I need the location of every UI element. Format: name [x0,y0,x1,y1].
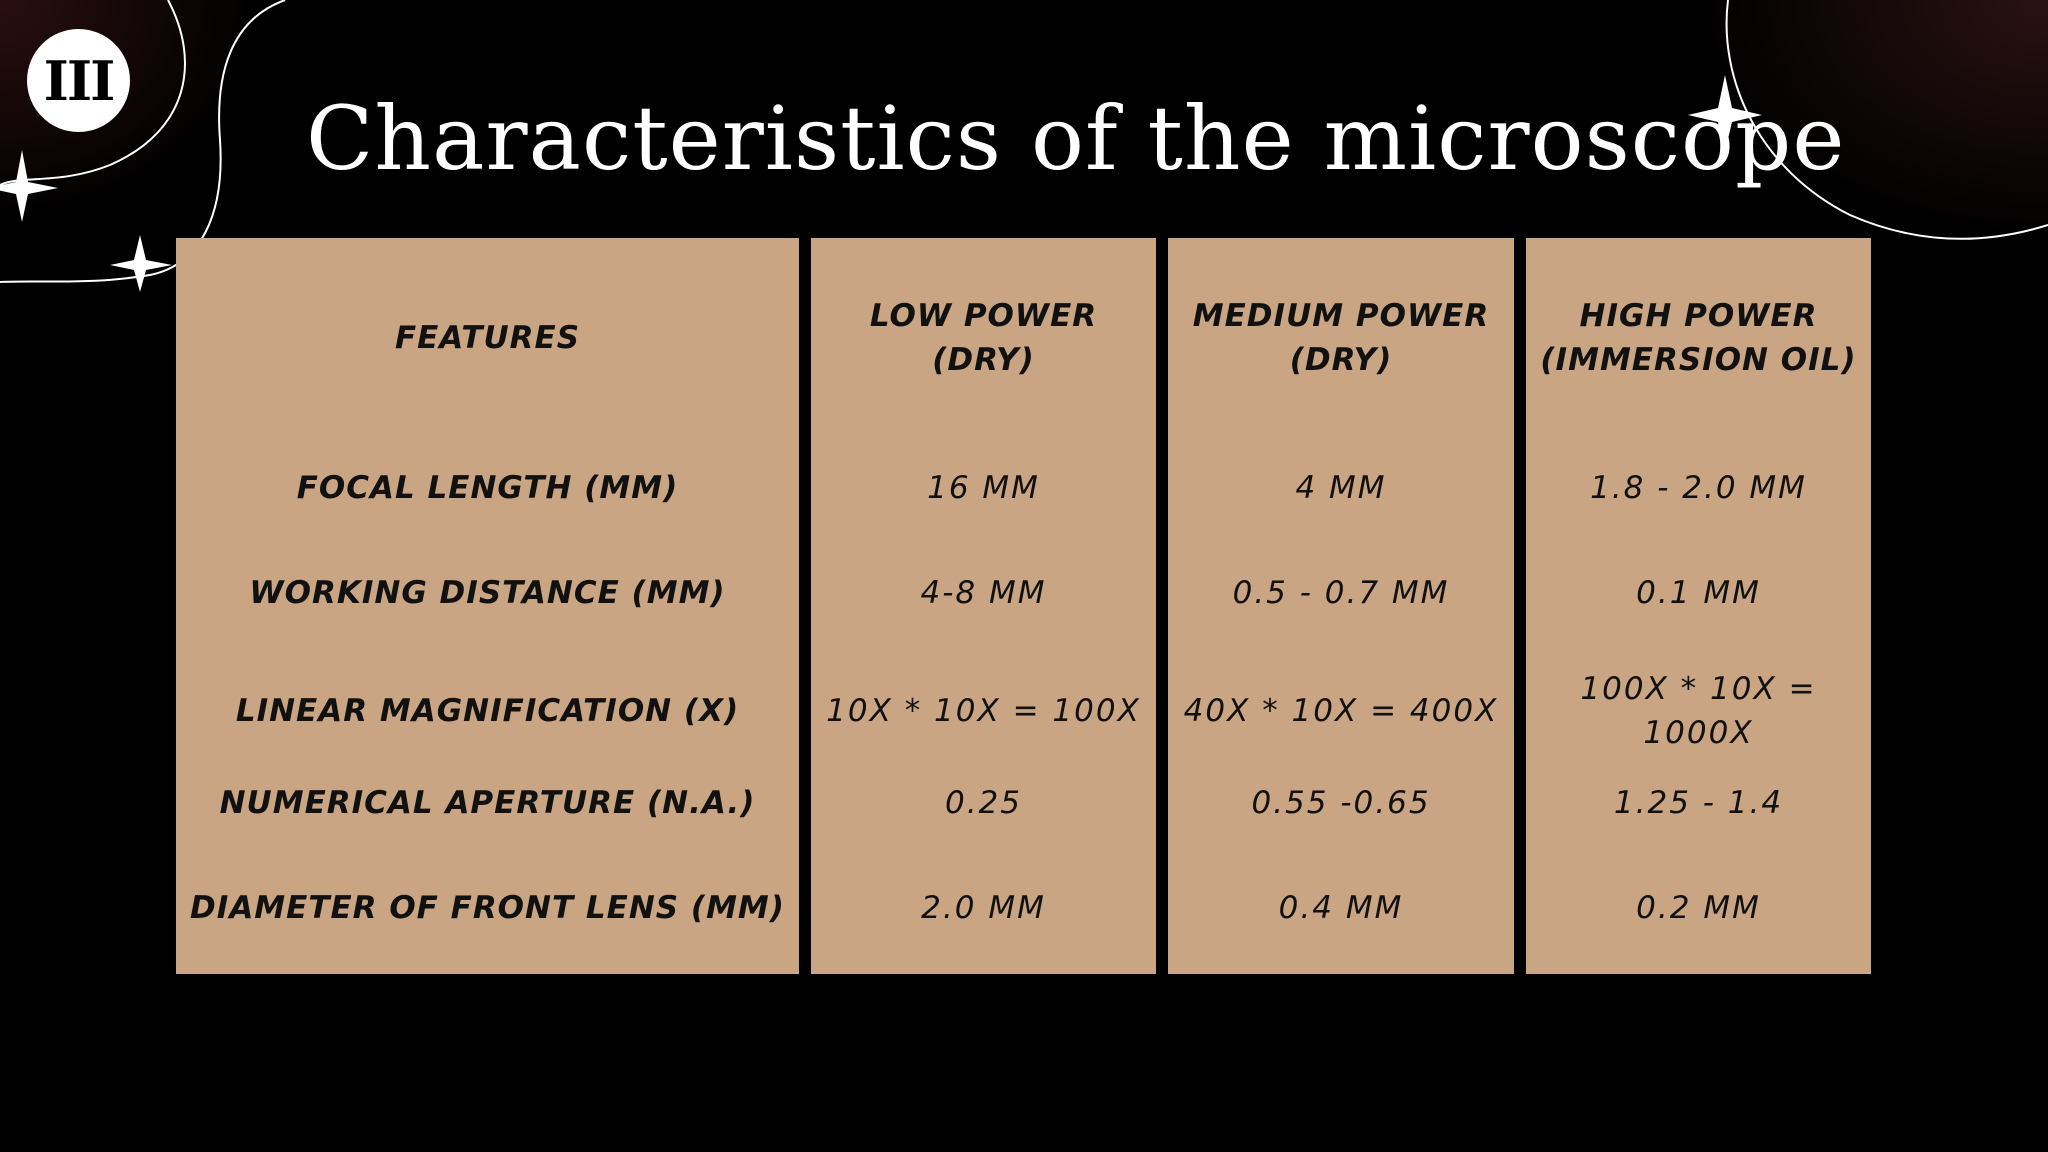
medium-front-lens: 0.4 MM [1278,890,1404,926]
high-working-distance: 0.1 MM [1636,575,1761,611]
medium-working-distance: 0.5 - 0.7 MM [1232,575,1450,611]
medium-numerical-aperture: 0.55 -0.65 [1251,785,1431,821]
feature-linear-magnification: LINEAR MAGNIFICATION (X) [235,693,740,729]
feature-numerical-aperture: NUMERICAL APERTURE (N.A.) [219,785,756,821]
low-numerical-aperture: 0.25 [944,785,1023,821]
high-numerical-aperture: 1.25 - 1.4 [1613,785,1784,821]
header-medium-power: MEDIUM POWER (DRY) [1192,298,1490,378]
low-magnification: 10X * 10X = 100X [826,693,1141,729]
high-front-lens: 0.2 MM [1636,890,1761,926]
low-power-column: LOW POWER (DRY) 16 MM 4-8 MM 10X * 10X =… [811,238,1156,974]
header-high-power: HIGH POWER (IMMERSION OIL) [1540,298,1857,378]
features-column: FEATURES FOCAL LENGTH (MM) WORKING DISTA… [176,238,799,974]
low-front-lens: 2.0 MM [921,890,1046,926]
low-working-distance: 4-8 MM [920,575,1047,611]
medium-power-column: MEDIUM POWER (DRY) 4 MM 0.5 - 0.7 MM 40X… [1168,238,1514,974]
medium-focal-length: 4 MM [1295,470,1387,506]
feature-focal-length: FOCAL LENGTH (MM) [296,470,679,506]
feature-front-lens-diameter: DIAMETER OF FRONT LENS (MM) [190,890,785,926]
feature-working-distance: WORKING DISTANCE (MM) [249,575,726,611]
header-features: FEATURES [394,320,581,356]
high-focal-length: 1.8 - 2.0 MM [1590,470,1807,506]
section-number-badge: III [27,29,130,132]
medium-magnification: 40X * 10X = 400X [1183,693,1499,729]
slide-title: Characteristics of the microscope [306,87,1846,190]
low-focal-length: 16 MM [927,470,1040,506]
header-low-power: LOW POWER (DRY) [869,298,1098,378]
high-power-column: HIGH POWER (IMMERSION OIL) 1.8 - 2.0 MM … [1526,238,1871,974]
high-magnification: 100X * 10X = 1000X [1580,671,1817,751]
